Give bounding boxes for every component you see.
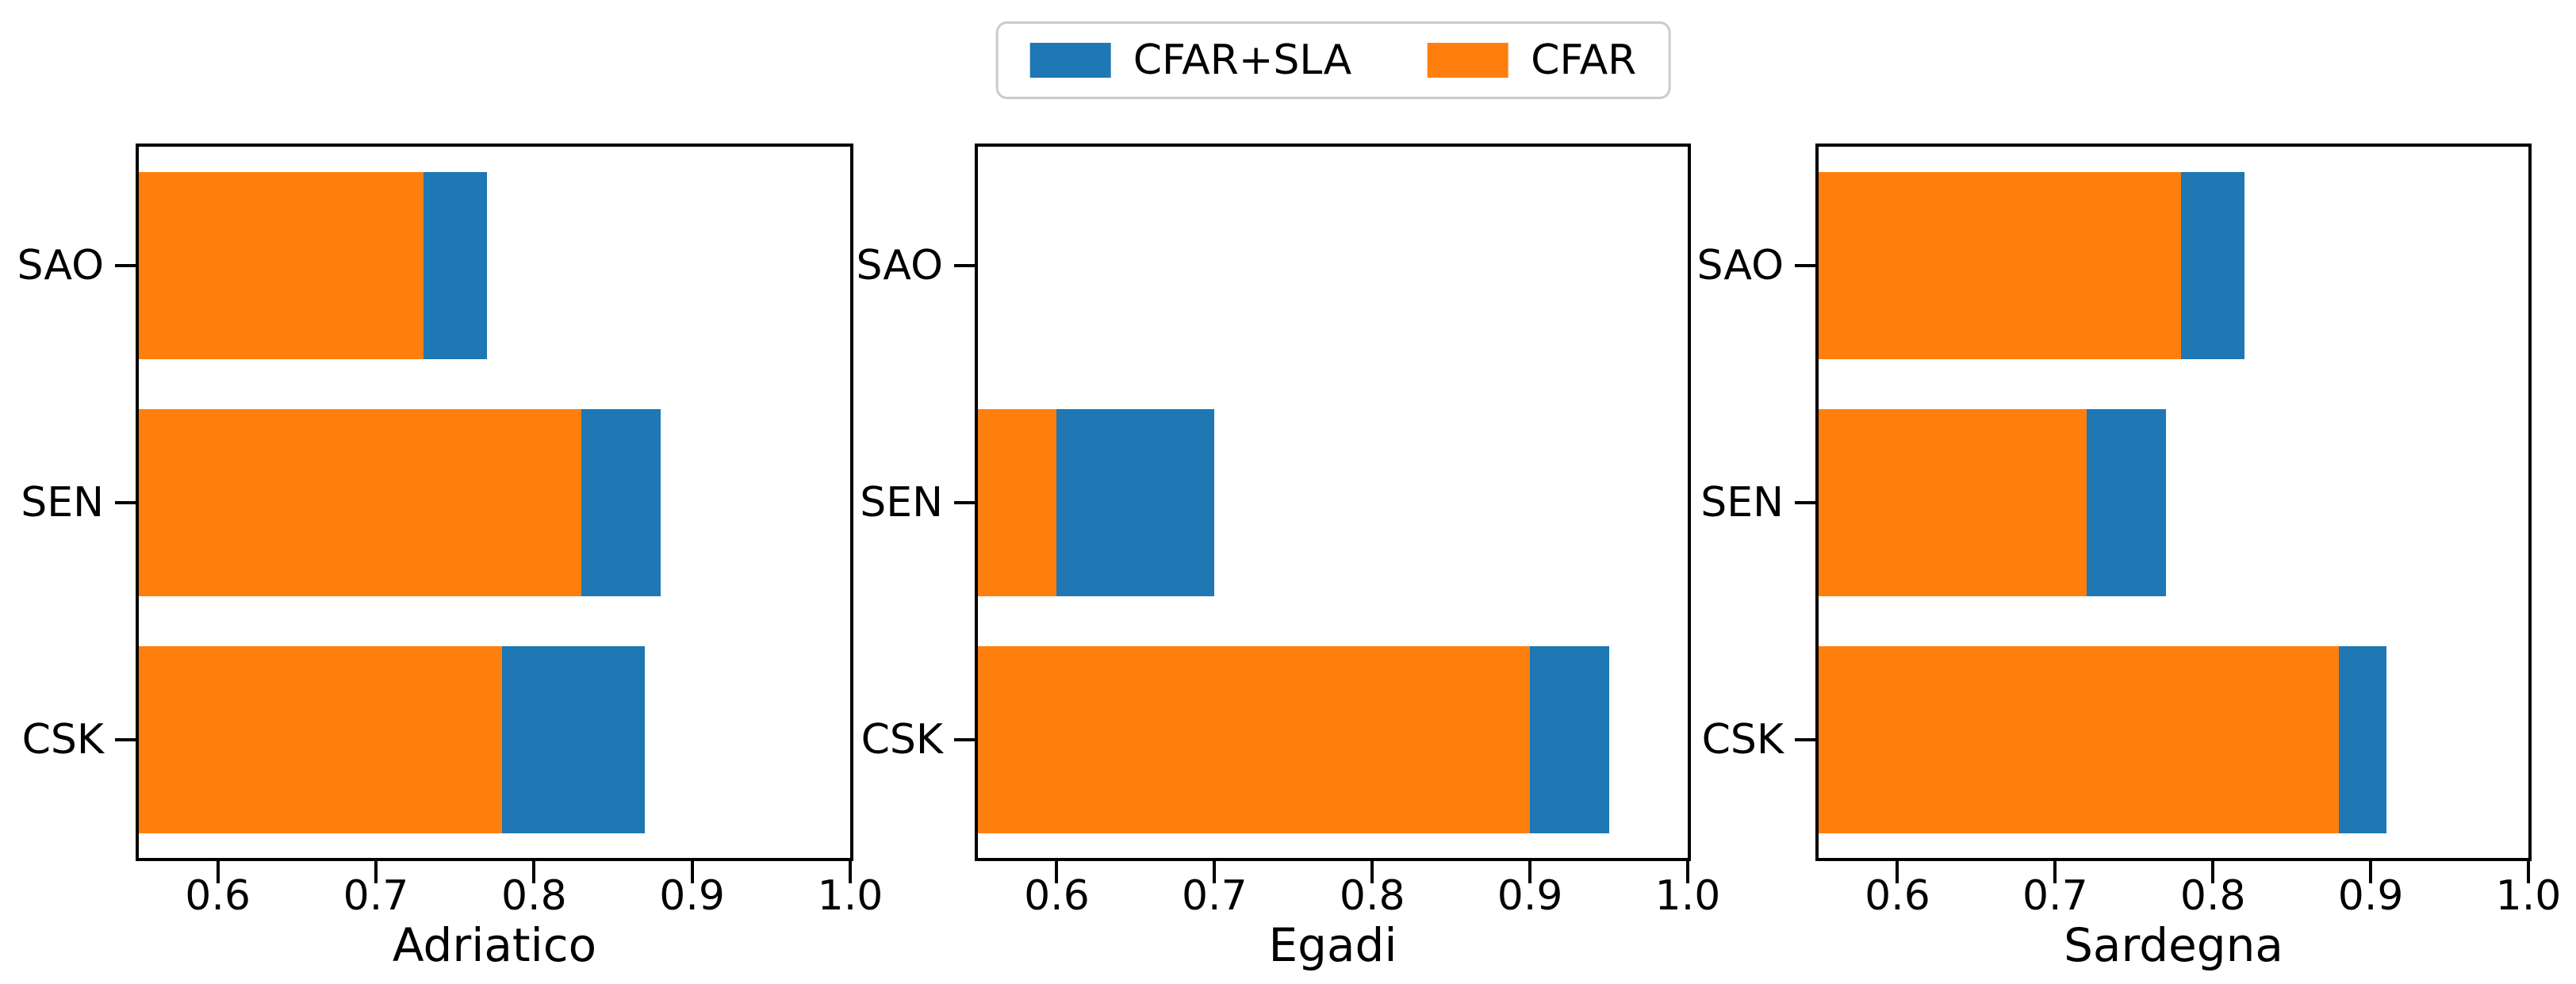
x-tick-sardegna-0.7 [2053, 861, 2057, 883]
y-tick-label-adriatico-sen: SEN [21, 478, 104, 526]
legend: CFAR+SLA CFAR [995, 21, 1671, 99]
bar-cfar-adriatico-sen [139, 409, 581, 596]
y-tick-label-adriatico-csk: CSK [21, 715, 104, 764]
x-axis-label-sardegna: Sardegna [2064, 918, 2283, 972]
x-tick-label-sardegna-0.6: 0.6 [1865, 872, 1930, 920]
legend-swatch-cfar-icon [1428, 43, 1509, 78]
bar-cfar-adriatico-sao [139, 172, 424, 359]
y-tick-label-adriatico-sao: SAO [17, 241, 104, 289]
x-tick-label-egadi-0.7: 0.7 [1181, 872, 1248, 920]
bar-cfar-sardegna-sao [1819, 172, 2181, 359]
x-tick-label-egadi-1.0: 1.0 [1654, 872, 1721, 920]
y-tick-label-egadi-sao: SAO [856, 241, 943, 289]
x-tick-egadi-0.6 [1055, 861, 1059, 883]
x-tick-sardegna-1.0 [2527, 861, 2530, 883]
x-tick-egadi-0.7 [1213, 861, 1217, 883]
x-tick-adriatico-0.9 [690, 861, 694, 883]
y-tick-egadi-sao [954, 263, 975, 267]
x-tick-adriatico-1.0 [849, 861, 852, 883]
y-tick-egadi-csk [954, 737, 975, 741]
bar-cfar-sardegna-sen [1819, 409, 2087, 596]
x-tick-label-egadi-0.6: 0.6 [1024, 872, 1090, 920]
x-tick-sardegna-0.6 [1896, 861, 1899, 883]
x-tick-label-sardegna-0.7: 0.7 [2022, 872, 2088, 920]
x-tick-adriatico-0.6 [216, 861, 220, 883]
y-tick-sardegna-csk [1795, 737, 1815, 741]
y-tick-sardegna-sao [1795, 263, 1815, 267]
y-tick-egadi-sen [954, 500, 975, 504]
y-tick-label-egadi-csk: CSK [861, 715, 943, 764]
x-tick-label-adriatico-0.6: 0.6 [185, 872, 251, 920]
x-tick-label-sardegna-0.8: 0.8 [2179, 872, 2246, 920]
axes-sardegna [1815, 144, 2532, 861]
legend-label-cfar-sla: CFAR+SLA [1133, 36, 1352, 84]
axes-egadi [975, 144, 1691, 861]
y-tick-adriatico-sen [115, 500, 136, 504]
y-tick-label-sardegna-csk: CSK [1701, 715, 1784, 764]
y-tick-adriatico-sao [115, 263, 136, 267]
x-axis-label-egadi: Egadi [1268, 918, 1397, 972]
legend-item-cfar-sla: CFAR+SLA [1029, 36, 1352, 84]
y-tick-adriatico-csk [115, 737, 136, 741]
x-tick-egadi-0.8 [1370, 861, 1374, 883]
y-tick-label-sardegna-sao: SAO [1696, 241, 1784, 289]
x-tick-label-adriatico-0.7: 0.7 [343, 872, 409, 920]
x-tick-egadi-0.9 [1528, 861, 1532, 883]
x-tick-sardegna-0.9 [2369, 861, 2373, 883]
legend-label-cfar: CFAR [1531, 36, 1637, 84]
x-tick-label-sardegna-0.9: 0.9 [2337, 872, 2404, 920]
y-tick-label-sardegna-sen: SEN [1700, 478, 1784, 526]
legend-swatch-cfar-sla-icon [1029, 43, 1111, 78]
legend-item-cfar: CFAR [1428, 40, 1636, 81]
x-tick-adriatico-0.8 [532, 861, 536, 883]
x-tick-adriatico-0.7 [374, 861, 378, 883]
axes-adriatico [136, 144, 853, 861]
x-tick-label-sardegna-1.0: 1.0 [2495, 872, 2562, 920]
bar-cfar-adriatico-csk [139, 646, 502, 833]
x-tick-label-egadi-0.9: 0.9 [1497, 872, 1563, 920]
bar-cfar-sardegna-csk [1819, 646, 2339, 833]
y-tick-sardegna-sen [1795, 500, 1815, 504]
x-tick-label-adriatico-0.8: 0.8 [500, 872, 567, 920]
x-tick-label-adriatico-0.9: 0.9 [659, 872, 725, 920]
x-axis-label-adriatico: Adriatico [392, 918, 597, 972]
bar-cfar-egadi-sen [978, 409, 1056, 596]
x-tick-sardegna-0.8 [2211, 861, 2215, 883]
x-tick-egadi-1.0 [1686, 861, 1689, 883]
y-tick-label-egadi-sen: SEN [860, 478, 943, 526]
x-tick-label-adriatico-1.0: 1.0 [817, 872, 884, 920]
x-tick-label-egadi-0.8: 0.8 [1339, 872, 1405, 920]
bar-cfar-egadi-csk [978, 646, 1530, 833]
